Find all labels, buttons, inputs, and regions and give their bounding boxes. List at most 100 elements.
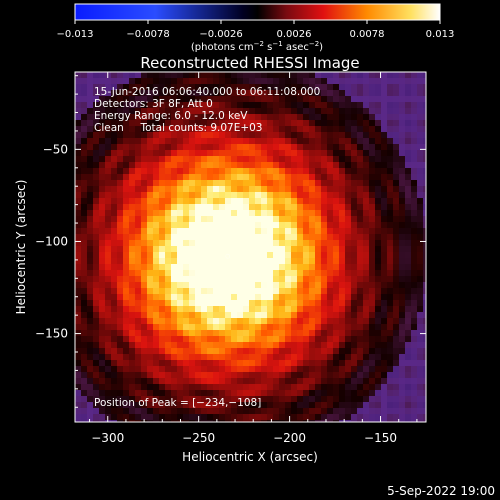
heatmap-cell [99, 396, 105, 402]
heatmap-cell [309, 408, 315, 414]
heatmap-cell [399, 90, 405, 96]
heatmap-cell [249, 264, 255, 270]
heatmap-cell [129, 390, 135, 396]
heatmap-cell [393, 126, 399, 132]
heatmap-cell [369, 210, 375, 216]
heatmap-cell [177, 318, 183, 324]
heatmap-cell [381, 252, 387, 258]
heatmap-cell [225, 222, 231, 228]
heatmap-cell [411, 228, 417, 234]
heatmap-cell [375, 126, 381, 132]
heatmap-cell [279, 276, 285, 282]
heatmap-cell [321, 348, 327, 354]
heatmap-cell [315, 306, 321, 312]
heatmap-cell [369, 336, 375, 342]
heatmap-cell [369, 162, 375, 168]
heatmap-cell [255, 84, 261, 90]
heatmap-cell [291, 222, 297, 228]
heatmap-cell [333, 270, 339, 276]
heatmap-cell [147, 300, 153, 306]
heatmap-cell [261, 258, 267, 264]
heatmap-cell [195, 162, 201, 168]
heatmap-cell [75, 162, 81, 168]
heatmap-cell [333, 96, 339, 102]
heatmap-cell [237, 282, 243, 288]
heatmap-cell [375, 240, 381, 246]
heatmap-cell [141, 396, 147, 402]
heatmap-cell [423, 114, 426, 120]
heatmap-cell [75, 402, 81, 408]
heatmap-cell [105, 138, 111, 144]
heatmap-cell [141, 300, 147, 306]
heatmap-cell [219, 360, 225, 366]
heatmap-cell [315, 138, 321, 144]
heatmap-cell [177, 138, 183, 144]
heatmap-cell [249, 360, 255, 366]
heatmap-cell [117, 216, 123, 222]
heatmap-cell [87, 234, 93, 240]
heatmap-cell [261, 276, 267, 282]
heatmap-cell [321, 318, 327, 324]
heatmap-cell [177, 150, 183, 156]
axis-ticks: −300 −250 −200 −150−50−100−150 [35, 72, 426, 445]
heatmap-cell [363, 330, 369, 336]
heatmap-cell [75, 132, 81, 138]
heatmap-cell [129, 108, 135, 114]
heatmap-cell [399, 72, 405, 78]
heatmap-cell [267, 96, 273, 102]
heatmap-cell [357, 96, 363, 102]
heatmap-cell [75, 372, 81, 378]
heatmap-cell [363, 288, 369, 294]
heatmap-cell [135, 162, 141, 168]
heatmap-cell [291, 414, 297, 420]
heatmap-cell [327, 90, 333, 96]
heatmap-cell [171, 180, 177, 186]
heatmap-cell [141, 198, 147, 204]
heatmap-cell [387, 138, 393, 144]
heatmap-cell [141, 72, 147, 78]
heatmap-cell [363, 222, 369, 228]
heatmap-cell [159, 258, 165, 264]
heatmap-cell [303, 156, 309, 162]
heatmap-cell [189, 378, 195, 384]
heatmap-cell [297, 336, 303, 342]
heatmap-cell [159, 384, 165, 390]
heatmap-cell [333, 294, 339, 300]
heatmap-cell [159, 246, 165, 252]
heatmap-cell [423, 204, 426, 210]
heatmap-cell [333, 408, 339, 414]
heatmap-cell [201, 336, 207, 342]
heatmap-cell [321, 72, 327, 78]
heatmap-cell [423, 168, 426, 174]
heatmap-cell [399, 114, 405, 120]
heatmap-cell [117, 420, 123, 422]
heatmap-cell [87, 192, 93, 198]
heatmap-cell [315, 120, 321, 126]
heatmap-cell [129, 222, 135, 228]
heatmap-cell [417, 360, 423, 366]
heatmap-cell [99, 222, 105, 228]
heatmap-cell [195, 132, 201, 138]
heatmap-cell [327, 354, 333, 360]
heatmap-cell [405, 192, 411, 198]
heatmap-cell [99, 204, 105, 210]
heatmap-cell [399, 264, 405, 270]
heatmap-cell [273, 228, 279, 234]
heatmap-cell [75, 72, 81, 78]
heatmap-cell [345, 240, 351, 246]
heatmap-cell [219, 246, 225, 252]
heatmap-cell [171, 198, 177, 204]
heatmap-cell [369, 408, 375, 414]
heatmap-cell [339, 252, 345, 258]
heatmap-cell [237, 108, 243, 114]
heatmap-cell [255, 342, 261, 348]
heatmap-cell [339, 84, 345, 90]
heatmap-cell [309, 192, 315, 198]
heatmap-cell [285, 402, 291, 408]
heatmap-cell [117, 126, 123, 132]
heatmap-cell [423, 360, 426, 366]
heatmap-cell [369, 222, 375, 228]
heatmap-cell [297, 234, 303, 240]
heatmap-cell [201, 174, 207, 180]
heatmap-cell [255, 168, 261, 174]
